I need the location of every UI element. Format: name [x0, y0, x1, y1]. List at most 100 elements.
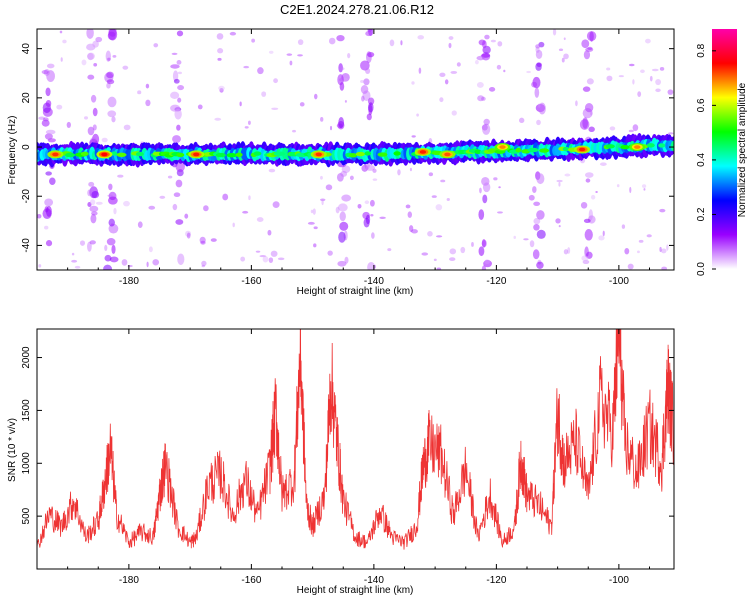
spectrogram-streak-blob [589, 31, 594, 42]
spectrogram-noise-blob [655, 78, 662, 86]
spectrogram-noise-blob [532, 186, 537, 193]
spectrogram-noise-blob [409, 167, 412, 172]
spectrogram-band-core [235, 152, 243, 157]
spectrogram-streak-blob [363, 78, 370, 86]
spectrogram-noise-blob [529, 240, 535, 248]
spectrogram-band-core [393, 151, 401, 156]
spectrogram-streak-blob [588, 126, 595, 133]
spectrogram-streak-blob [49, 177, 56, 185]
colorbar-label: Normalized spectral amplitude [737, 82, 748, 217]
spectrogram-band-core [620, 145, 630, 150]
spectrogram-streak-blob [89, 205, 99, 213]
spectrogram-noise-blob [372, 168, 377, 173]
spectrogram-noise-blob [667, 89, 674, 95]
spectrogram-noise-blob [59, 30, 63, 34]
spectrogram-noise-blob [621, 224, 626, 229]
spectrogram-noise-blob [439, 97, 444, 103]
spectrogram-noise-blob [444, 79, 449, 85]
spectrogram-noise-blob [440, 179, 446, 183]
spectrogram-noise-blob [431, 195, 437, 198]
spectrogram-noise-blob [496, 64, 502, 70]
spectrogram-streak-blob [88, 181, 95, 187]
spectrogram-streak-blob [533, 223, 540, 231]
spectrogram-noise-blob [416, 113, 419, 117]
spectrogram-noise-blob [659, 246, 662, 252]
spectrogram-noise-blob [268, 168, 276, 173]
spectrogram-streak-blob [535, 62, 542, 71]
spectrogram-streak-blob [176, 30, 184, 37]
spectrogram-noise-blob [186, 232, 191, 239]
spectrogram-noise-blob [556, 179, 563, 183]
spectrogram-band-core [226, 153, 238, 158]
spectrogram-noise-blob [219, 88, 224, 93]
spectrogram-noise-blob [667, 132, 674, 135]
spectrogram-noise-blob [448, 36, 454, 40]
spectrogram-panel: -180 -160 -140 -120 -100 -40 -20 0 20 40 Height o… [7, 28, 675, 297]
spectrogram-noise-blob [409, 225, 414, 233]
spectrogram-streak-blob [585, 178, 591, 183]
spectrogram-band-core [355, 151, 366, 157]
spectrogram-noise-blob [320, 198, 326, 202]
spectrogram-noise-blob [325, 184, 333, 191]
spectrogram-noise-blob [123, 200, 130, 207]
spectrogram-streak-blob [87, 53, 94, 61]
spectrogram-streak-blob [176, 60, 182, 65]
spectrogram-noise-blob [286, 53, 293, 56]
spectrogram-streak-blob [482, 40, 487, 49]
spectrogram-noise-blob [257, 67, 264, 75]
spectrogram-noise-blob [411, 81, 415, 85]
spectrogram-noise-blob [104, 244, 108, 251]
spectrogram-noise-blob [289, 60, 293, 66]
spectrogram-streak-blob [87, 202, 92, 208]
spectrogram-noise-blob [272, 201, 280, 209]
spectrogram-peak-core [444, 152, 451, 157]
spectrogram-streak-blob [536, 229, 546, 239]
spectrogram-noise-blob [347, 52, 351, 59]
spectrogram-streak-blob [177, 85, 185, 91]
spectrogram-peak-core [52, 152, 59, 157]
spectrogram-noise-blob [66, 121, 71, 128]
spectrogram-band-core [176, 152, 185, 158]
spectrogram-noise-blob [167, 175, 173, 179]
colorbar-tick-label: 0.6 [696, 98, 707, 112]
spectrogram-band-core [474, 149, 482, 154]
spectrogram-noise-blob [558, 182, 561, 187]
spectrogram-noise-blob [84, 116, 88, 120]
spectrogram-streak-blob [365, 214, 371, 225]
spectrogram-noise-blob [595, 191, 598, 194]
spectrogram-noise-blob [37, 213, 42, 219]
spectrogram-streak-blob [584, 172, 594, 178]
spectrogram-noise-blob [244, 126, 249, 129]
spectrogram-noise-blob [369, 199, 375, 207]
spectrogram-noise-blob [335, 206, 340, 214]
spectrogram-noise-blob [428, 172, 434, 177]
spectrogram-noise-blob [659, 208, 666, 213]
spectrogram-noise-blob [435, 235, 443, 238]
spectrogram-noise-blob [418, 67, 422, 74]
spectrogram-streak-blob [338, 231, 346, 243]
spectrogram-noise-blob [229, 31, 237, 36]
spectrogram-noise-blob [268, 257, 274, 263]
spectrogram-x-tick-label: -160 [241, 276, 261, 287]
spectrogram-peak-core [101, 152, 108, 157]
spectrogram-noise-blob [307, 221, 315, 225]
spectrogram-streak-blob [582, 86, 591, 92]
spectrogram-noise-blob [277, 257, 285, 261]
spectrogram-y-tick-label: -40 [21, 238, 32, 253]
spectrogram-band-core [215, 152, 226, 158]
spectrogram-noise-blob [481, 96, 486, 101]
spectrogram-noise-blob [638, 239, 644, 243]
spectrogram-streak-blob [45, 87, 51, 97]
spectrogram-noise-blob [561, 57, 565, 63]
spectrogram-noise-blob [320, 175, 323, 180]
snr-y-label: SNR (10 * v/v) [7, 418, 18, 482]
spectrogram-y-tick-label: 0 [21, 144, 32, 150]
spectrogram-streak-blob [338, 116, 345, 129]
spectrogram-band-core [515, 147, 522, 153]
spectrogram-x-tick-label: -100 [609, 276, 629, 287]
spectrogram-x-tick-label: -140 [364, 276, 384, 287]
spectrogram-streak-blob [337, 74, 344, 86]
colorbar: 0.0 0.2 0.4 0.6 0.8 Normalized spectral ampl… [696, 29, 748, 276]
spectrogram-streak-blob [584, 102, 594, 113]
spectrogram-noise-blob [632, 124, 639, 132]
